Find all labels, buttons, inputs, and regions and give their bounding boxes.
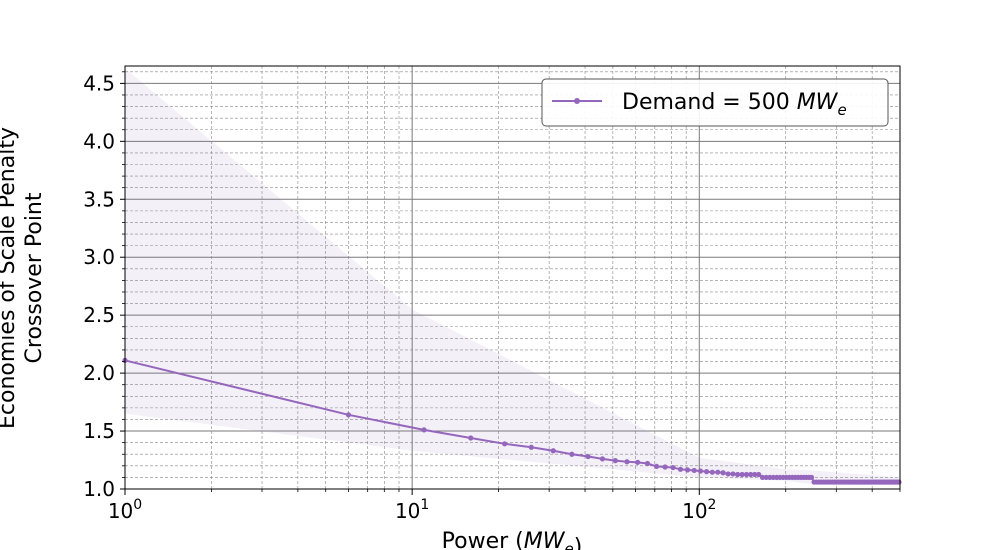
series-point — [725, 471, 731, 477]
series-point — [653, 463, 660, 470]
series-point — [528, 444, 534, 450]
x-axis-label: Power (MWe) — [442, 529, 583, 550]
legend-label: Demand = 500 MWe — [622, 90, 847, 119]
series-point — [662, 464, 668, 470]
series-point — [743, 471, 750, 478]
series-point — [644, 460, 651, 467]
series-point — [612, 458, 618, 464]
series-point — [703, 469, 710, 475]
series-point — [684, 467, 691, 473]
series-point — [748, 471, 754, 478]
legend-box — [541, 78, 889, 127]
y-tick-label: 2.0 — [83, 361, 115, 385]
series-point — [569, 451, 575, 457]
series-point — [624, 459, 630, 465]
series-point — [585, 453, 591, 460]
y-tick-label: 2.5 — [83, 303, 115, 327]
y-tick-label: 3.0 — [83, 245, 115, 269]
y-axis-label: Economies of Scale PenaltyCrossover Poin… — [0, 127, 47, 429]
series-point — [550, 448, 556, 454]
series-point — [735, 471, 741, 478]
series-point — [345, 412, 352, 418]
x-tick-label: 102 — [682, 497, 716, 523]
series-point — [709, 469, 715, 475]
uncertainty-band — [125, 68, 900, 486]
x-tick-label: 101 — [395, 497, 429, 523]
series-point — [715, 469, 721, 475]
series-point — [730, 471, 736, 477]
series-point — [763, 474, 769, 481]
y-tick-label: 1.5 — [83, 419, 115, 443]
series-point — [739, 471, 745, 478]
series-point — [670, 464, 676, 471]
series-point — [752, 471, 758, 478]
y-tick-label: 1.0 — [83, 477, 115, 501]
series-point — [421, 427, 427, 433]
series-point — [808, 474, 815, 481]
y-tick-label: 4.0 — [83, 129, 115, 153]
series-point — [599, 456, 606, 462]
series-point — [468, 435, 474, 441]
legend: Demand = 500 MWe — [541, 78, 889, 127]
legend-marker-sample — [574, 98, 580, 104]
x-axis-ticks: 100 101 102 — [108, 489, 901, 523]
y-axis-ticks: 1.0 1.5 2.0 2.5 3.0 3.5 4.0 4.5 — [83, 71, 125, 501]
minor-grid — [125, 66, 901, 489]
plot-background — [125, 66, 900, 489]
y-tick-label: 4.5 — [83, 71, 115, 95]
series-point — [502, 441, 508, 447]
series-point — [635, 459, 641, 465]
series-point — [759, 474, 766, 481]
series-point — [896, 479, 902, 485]
series-point — [720, 470, 726, 476]
plot-frame — [124, 65, 901, 490]
y-tick-label: 3.5 — [83, 187, 115, 211]
series-point — [697, 468, 704, 474]
series-point — [691, 467, 697, 474]
series-point — [677, 466, 684, 472]
series-point — [756, 471, 762, 478]
